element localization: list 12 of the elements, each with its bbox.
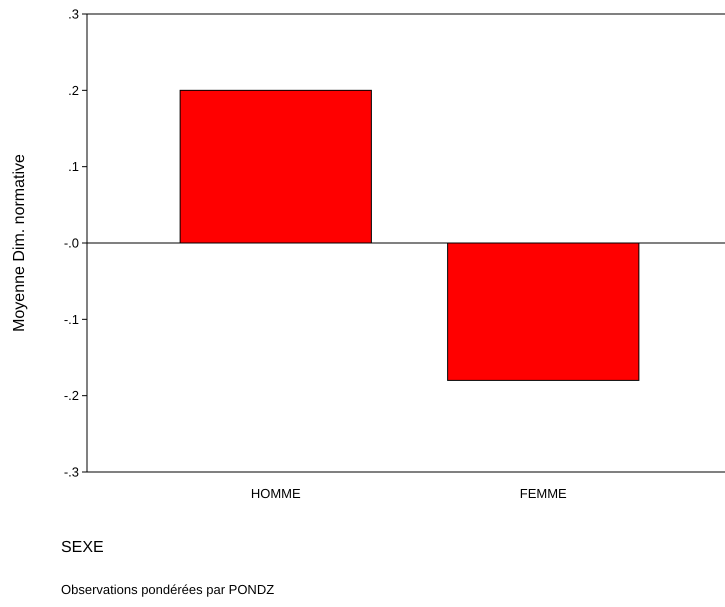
y-tick-label: .1 — [68, 159, 79, 174]
y-tick-label: -.2 — [64, 388, 79, 404]
y-tick-label: -.3 — [64, 464, 79, 480]
text: Observations pondérées par PONDZ — [61, 582, 274, 597]
x-axis-title: SEXE — [61, 539, 104, 556]
x-tick-label: FEMME — [520, 486, 568, 501]
y-tick-label: .3 — [68, 6, 79, 22]
y-axis-title: Moyenne Dim. normative — [11, 154, 28, 332]
y-tick-label: .2 — [68, 82, 79, 98]
x-tick-label: HOMME — [250, 486, 301, 501]
y-tick-label: -.0 — [64, 236, 79, 251]
y-tick-label: -.1 — [64, 312, 79, 327]
